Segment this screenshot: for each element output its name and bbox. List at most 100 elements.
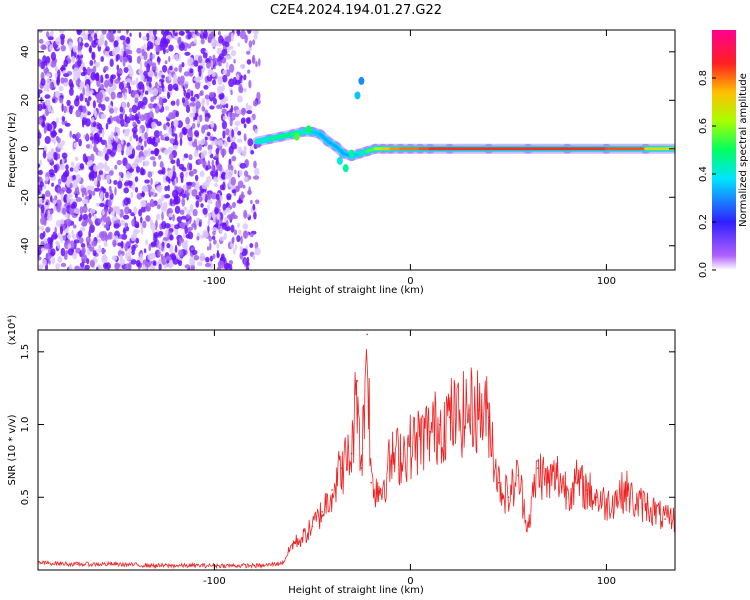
noise-speck — [130, 259, 137, 265]
noise-speck — [125, 226, 130, 232]
noise-speck — [62, 171, 69, 178]
noise-speck — [149, 202, 156, 208]
noise-speck — [115, 135, 119, 143]
noise-speck — [121, 233, 128, 240]
noise-speck — [194, 138, 198, 145]
x-tick-label: 100 — [597, 576, 616, 587]
noise-speck — [219, 236, 225, 241]
noise-speck — [99, 83, 105, 91]
noise-speck — [110, 74, 116, 80]
noise-speck — [123, 123, 129, 128]
noise-speck — [91, 51, 95, 60]
noise-speck — [58, 30, 65, 34]
noise-speck — [75, 193, 78, 199]
noise-speck — [123, 214, 130, 220]
noise-speck — [151, 62, 157, 71]
noise-speck — [211, 227, 218, 232]
snr-point — [356, 380, 359, 382]
noise-speck — [200, 203, 204, 208]
noise-speck — [127, 180, 133, 187]
noise-speck — [71, 229, 74, 239]
noise-speck — [209, 91, 215, 98]
noise-speck — [128, 261, 132, 270]
noise-speck — [198, 144, 202, 151]
noise-speck — [53, 138, 56, 146]
noise-speck — [91, 240, 97, 247]
snr-point — [262, 564, 265, 567]
noise-speck — [167, 169, 174, 178]
noise-speck — [43, 184, 47, 190]
noise-speck — [218, 62, 222, 67]
noise-speck — [234, 79, 241, 86]
noise-speck — [187, 31, 192, 40]
noise-speck — [221, 222, 227, 230]
noise-speck — [47, 209, 51, 217]
noise-speck — [156, 121, 162, 127]
noise-speck — [231, 189, 236, 194]
snr-y-label: SNR (10 * v/v) — [7, 414, 18, 485]
snr-point — [331, 489, 333, 491]
noise-speck — [185, 104, 191, 113]
x-tick-label: 0 — [407, 276, 413, 287]
noise-speck — [254, 167, 260, 176]
noise-speck — [112, 82, 117, 91]
noise-speck — [150, 177, 153, 186]
noise-speck — [103, 241, 108, 247]
noise-speck — [199, 170, 205, 178]
noise-speck — [219, 184, 225, 191]
noise-speck — [68, 264, 73, 270]
ridge-blob — [293, 132, 300, 141]
noise-speck — [41, 247, 45, 252]
noise-speck — [104, 40, 108, 47]
noise-speck — [241, 117, 246, 124]
noise-speck — [246, 110, 253, 115]
noise-speck — [122, 56, 128, 62]
noise-speck — [163, 149, 170, 156]
noise-speck — [119, 106, 124, 113]
noise-speck — [105, 216, 111, 226]
noise-speck — [156, 57, 161, 63]
noise-speck — [104, 96, 110, 102]
noise-speck — [191, 189, 198, 197]
noise-speck — [247, 30, 252, 34]
noise-speck — [82, 116, 88, 126]
noise-speck — [248, 40, 253, 48]
noise-speck — [219, 218, 223, 224]
noise-speck — [182, 156, 185, 162]
noise-speck — [87, 189, 93, 195]
noise-speck — [61, 159, 65, 164]
noise-speck — [253, 30, 259, 35]
noise-speck — [49, 82, 54, 90]
noise-speck — [201, 98, 206, 104]
noise-speck — [199, 90, 204, 96]
noise-speck — [237, 42, 241, 47]
colorbar-tick-label: 0.0 — [698, 262, 709, 278]
noise-speck — [250, 233, 254, 238]
snr-point — [282, 561, 284, 564]
noise-speck — [144, 131, 148, 140]
noise-speck — [201, 125, 206, 134]
noise-speck — [225, 128, 230, 136]
noise-speck — [165, 49, 169, 54]
noise-speck — [38, 38, 44, 44]
noise-speck — [225, 207, 231, 213]
noise-speck — [176, 253, 179, 259]
noise-speck — [46, 77, 51, 87]
noise-speck — [103, 224, 110, 229]
noise-speck — [157, 259, 162, 265]
noise-speck — [172, 214, 175, 222]
noise-speck — [192, 208, 198, 217]
noise-speck — [181, 215, 187, 220]
noise-speck — [222, 130, 226, 139]
noise-speck — [48, 169, 55, 176]
noise-speck — [146, 63, 151, 73]
noise-speck — [38, 169, 43, 176]
snr-point — [576, 481, 578, 484]
noise-speck — [117, 68, 122, 75]
noise-speck — [178, 42, 185, 51]
noise-speck — [101, 248, 107, 254]
noise-speck — [156, 213, 161, 221]
noise-speck — [169, 65, 173, 71]
noise-speck — [175, 53, 179, 61]
noise-speck — [54, 66, 59, 72]
